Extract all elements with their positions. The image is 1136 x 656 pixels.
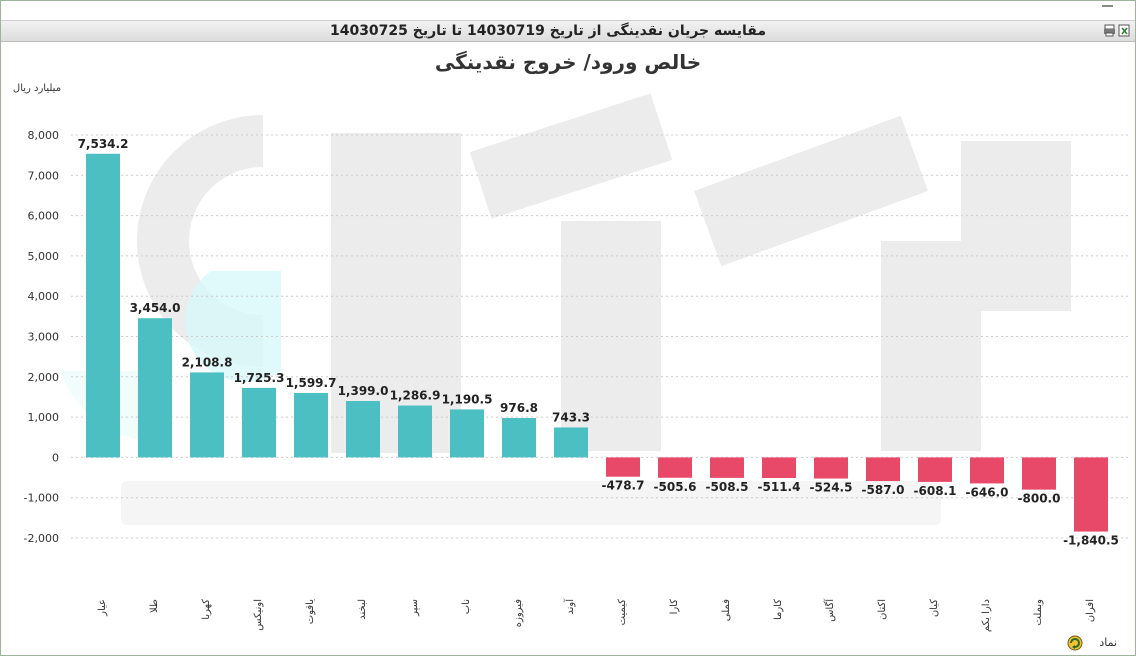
data-label: -646.0 — [966, 485, 1009, 499]
bar-آوند[interactable] — [554, 427, 588, 458]
print-icon[interactable] — [1103, 24, 1116, 37]
refresh-icon[interactable] — [1067, 635, 1083, 651]
x-tick-label: سپر — [409, 599, 420, 617]
bar-کارا[interactable] — [658, 457, 692, 478]
x-tick-label: آوند — [563, 598, 576, 615]
y-tick-label: 3,000 — [28, 331, 60, 344]
bar-chart: خالص ورود/ خروج نقدینگی میلیارد ریال 8,0… — [13, 50, 1129, 632]
bar-اونیکس[interactable] — [242, 387, 276, 458]
bar-عیار[interactable] — [86, 153, 120, 458]
bar-اکتان[interactable] — [866, 457, 900, 482]
bar-یاقوت[interactable] — [294, 392, 328, 458]
y-tick-label: 5,000 — [28, 250, 60, 263]
bar-لبخند[interactable] — [346, 401, 380, 458]
x-axis-ticks: عیار طلا کهربا اونیکس یاقوت لبخند سپر ناب فیروزه… — [97, 598, 1096, 632]
y-tick-label: 1,000 — [28, 411, 60, 424]
x-tick-label: طلا — [149, 599, 160, 613]
x-tick-label: دارا یکم — [981, 599, 992, 632]
bar-کهربا[interactable] — [190, 372, 224, 458]
bar-فیروزه[interactable] — [502, 418, 536, 458]
data-label: 1,725.3 — [234, 371, 285, 385]
x-tick-label: عیار — [97, 599, 108, 617]
watermark — [61, 93, 1071, 525]
x-tick-label: کارما — [773, 599, 784, 620]
bar-آگاس[interactable] — [814, 457, 848, 479]
bar-افران[interactable] — [1074, 457, 1108, 532]
data-label: -587.0 — [862, 483, 905, 497]
data-label: -508.5 — [706, 480, 749, 494]
bar-وبملت[interactable] — [1022, 457, 1056, 490]
x-tick-label: کهربا — [201, 599, 212, 620]
bar-ناب[interactable] — [450, 409, 484, 458]
data-label: 2,108.8 — [182, 355, 233, 369]
bars — [86, 153, 1108, 532]
data-label: 1,286.9 — [390, 389, 441, 403]
y-axis-label: میلیارد ریال — [13, 83, 61, 94]
y-tick-label: 2,000 — [28, 371, 60, 384]
data-label: -608.1 — [914, 484, 957, 498]
x-tick-label: ناب — [461, 599, 472, 614]
bar-کارما[interactable] — [762, 457, 796, 479]
y-axis-ticks: 8,000 7,000 6,000 5,000 4,000 3,000 2,000 1,000… — [24, 129, 59, 545]
data-label: 3,454.0 — [130, 301, 181, 315]
data-label: -800.0 — [1018, 492, 1061, 506]
excel-export-icon[interactable] — [1118, 24, 1131, 37]
top-strip — [1, 1, 1135, 18]
data-label: -524.5 — [810, 481, 853, 495]
x-tick-label: اونیکس — [253, 599, 264, 631]
y-tick-label: -1,000 — [24, 492, 59, 505]
y-tick-label: 0 — [52, 451, 59, 464]
bar-کیمیت[interactable] — [606, 457, 640, 477]
x-tick-label: وبملت — [1033, 599, 1044, 626]
data-label: -511.4 — [758, 480, 801, 494]
y-tick-label: 4,000 — [28, 290, 60, 303]
data-label: 1,399.0 — [338, 384, 389, 398]
x-tick-label: لبخند — [357, 599, 368, 620]
data-label: -1,840.5 — [1063, 534, 1119, 548]
x-tick-label: یاقوت — [305, 599, 316, 624]
x-tick-label: کارا — [669, 599, 680, 615]
x-tick-label: کیمیت — [617, 599, 628, 626]
data-label: 7,534.2 — [78, 137, 129, 151]
x-tick-label: فیروزه — [513, 599, 524, 627]
bar-فملی[interactable] — [710, 457, 744, 478]
data-label: 743.3 — [552, 410, 590, 424]
x-tick-label: آگاس — [823, 598, 836, 622]
bar-طلا[interactable] — [138, 318, 172, 458]
x-tick-label: افران — [1085, 599, 1096, 622]
window-title: مقایسه جریان نقدینگی از تاریخ 14030719 ت… — [329, 23, 767, 39]
y-tick-label: 6,000 — [28, 210, 60, 223]
data-label: 1,190.5 — [442, 392, 493, 406]
data-label: -478.7 — [602, 479, 645, 493]
data-labels: 7,534.2 3,454.0 2,108.81,725.3 1,599.71,399… — [78, 137, 1119, 548]
x-tick-label: کیان — [929, 599, 940, 617]
data-label: -505.6 — [654, 480, 697, 494]
title-bar: مقایسه جریان نقدینگی از تاریخ 14030719 ت… — [1, 20, 1135, 42]
y-tick-label: 8,000 — [28, 129, 60, 142]
y-tick-label: -2,000 — [24, 532, 59, 545]
x-tick-label: اکتان — [877, 599, 888, 620]
chart-title: خالص ورود/ خروج نقدینگی — [435, 50, 701, 74]
x-tick-label: فملی — [721, 599, 732, 621]
bar-سپر[interactable] — [398, 405, 432, 458]
symbol-axis-label: نماد — [1099, 636, 1117, 649]
bar-کیان[interactable] — [918, 457, 952, 482]
y-tick-label: 7,000 — [28, 169, 60, 182]
data-label: 976.8 — [500, 401, 538, 415]
data-label: 1,599.7 — [286, 376, 337, 390]
minimize-icon[interactable] — [1102, 5, 1113, 7]
bar-دارا یکم[interactable] — [970, 457, 1004, 484]
